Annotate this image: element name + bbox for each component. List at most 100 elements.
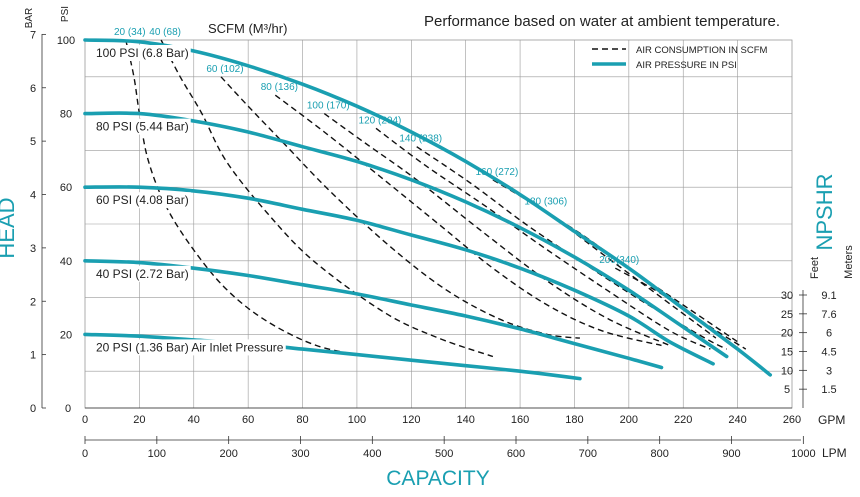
- lpm-tick-label: 400: [363, 448, 381, 460]
- gpm-unit-label: GPM: [818, 413, 845, 427]
- pressure-curve-label: 80 PSI (5.44 Bar): [96, 120, 189, 134]
- lpm-tick-label: 200: [219, 448, 237, 460]
- grid: [84, 39, 793, 409]
- gpm-tick-label: 120: [402, 414, 420, 426]
- gpm-tick-label: 240: [728, 414, 746, 426]
- bar-tick-label: 4: [30, 190, 36, 202]
- pressure-curve-label: 60 PSI (4.08 Bar): [96, 193, 189, 207]
- pressure-curves: [83, 38, 772, 381]
- bar-tick-label: 2: [30, 296, 36, 308]
- npshr-feet-label: 25: [781, 309, 793, 321]
- psi-unit-label: PSI: [60, 6, 71, 22]
- scfm-curve-label: 120 (204): [359, 115, 402, 126]
- air-consumption-curve: [274, 94, 662, 347]
- legend-air-consumption: AIR CONSUMPTION IN SCFM: [636, 45, 768, 56]
- air-consumption-curve: [416, 146, 728, 350]
- scfm-curve-label: 80 (136): [261, 82, 298, 93]
- gpm-tick-label: 0: [82, 414, 88, 426]
- bar-tick-label: 0: [30, 403, 36, 415]
- bar-tick-label: 5: [30, 136, 36, 148]
- scfm-curve-label: 100 (170): [307, 101, 350, 112]
- head-axis-title: HEAD: [0, 197, 19, 258]
- lpm-unit-label: LPM: [822, 446, 847, 460]
- scfm-curve-label: 180 (306): [524, 196, 567, 207]
- pressure-label-bg: [94, 192, 191, 209]
- lpm-tick-label: 500: [435, 448, 453, 460]
- bar-tick-label: 3: [30, 243, 36, 255]
- air-consumption-curve: [492, 179, 717, 339]
- gpm-tick-label: 200: [620, 414, 638, 426]
- bar-tick-label: 1: [30, 350, 36, 362]
- lpm-tick-label: 900: [722, 448, 740, 460]
- gpm-tick-label: 260: [783, 414, 801, 426]
- pressure-curve: [83, 185, 715, 366]
- pressure-curve: [83, 38, 772, 377]
- scfm-header: SCFM (M³/hr): [208, 21, 287, 36]
- legend-air-pressure: AIR PRESSURE IN PSI: [636, 60, 737, 71]
- lpm-tick-label: 800: [650, 448, 668, 460]
- gpm-tick-label: 20: [133, 414, 145, 426]
- gpm-tick-label: 100: [348, 414, 366, 426]
- npshr-meters-label: 4.5: [821, 347, 836, 359]
- npshr-meters-label: 7.6: [821, 309, 836, 321]
- meters-unit-label: Meters: [843, 245, 855, 279]
- pressure-label-bg: [94, 265, 191, 282]
- scfm-curve-label: 60 (102): [206, 64, 243, 75]
- pressure-curve: [83, 111, 729, 359]
- psi-tick-label: 60: [60, 182, 72, 194]
- lpm-tick-label: 300: [291, 448, 309, 460]
- psi-tick-label: 0: [65, 403, 71, 415]
- air-consumption-curve: [375, 127, 711, 350]
- lpm-tick-label: 0: [82, 448, 88, 460]
- lpm-tick-label: 700: [579, 448, 597, 460]
- air-consumption-curve: [125, 39, 368, 358]
- scfm-curve-label: 140 (238): [399, 134, 442, 145]
- capacity-axis-title: CAPACITY: [386, 467, 489, 490]
- scfm-curve-label: 200(340): [599, 255, 639, 266]
- pressure-curve-label: 40 PSI (2.72 Bar): [96, 267, 189, 281]
- pressure-label-bg: [94, 45, 191, 61]
- npshr-meters-label: 9.1: [821, 290, 836, 302]
- feet-unit-label: Feet: [809, 257, 821, 279]
- psi-tick-label: 20: [60, 329, 72, 341]
- npshr-meters-label: 1.5: [821, 384, 836, 396]
- scfm-curve-label: 20 (34): [114, 27, 146, 38]
- curve-labels: 20 (34) 40 (68) 60 (102) 80 (136) 100 (170) 1…: [94, 27, 639, 356]
- bar-unit-label: BAR: [24, 8, 35, 29]
- gpm-tick-label: 80: [296, 414, 308, 426]
- air-consumption-curve: [160, 39, 494, 358]
- gpm-tick-label: 140: [457, 414, 475, 426]
- npshr-meters-label: 6: [826, 328, 832, 340]
- bar-tick-label: 7: [30, 29, 36, 41]
- pressure-label-bg: [94, 339, 286, 356]
- lpm-tick-label: 100: [148, 448, 166, 460]
- scfm-curve-label: 160 (272): [475, 167, 518, 178]
- bar-tick-label: 6: [30, 83, 36, 95]
- pressure-curve-label: 100 PSI (6.8 Bar): [96, 46, 189, 60]
- pressure-curve-label: 20 PSI (1.36 Bar) Air Inlet Pressure: [96, 340, 284, 354]
- pressure-curve: [83, 332, 582, 381]
- gpm-tick-label: 180: [565, 414, 583, 426]
- psi-tick-label: 80: [60, 109, 72, 121]
- npshr-feet-label: 20: [781, 328, 793, 340]
- npshr-feet-label: 15: [781, 347, 793, 359]
- lpm-tick-label: 1000: [791, 448, 815, 460]
- scfm-curve-label: 40 (68): [149, 27, 181, 38]
- chart-title: Performance based on water at ambient te…: [424, 13, 780, 30]
- gpm-tick-label: 160: [511, 414, 529, 426]
- psi-tick-label: 40: [60, 256, 72, 268]
- pressure-label-bg: [94, 118, 191, 135]
- npshr-feet-label: 10: [781, 365, 793, 377]
- gpm-tick-label: 40: [188, 414, 200, 426]
- psi-tick-label: 100: [57, 35, 75, 47]
- gpm-tick-label: 220: [674, 414, 692, 426]
- npshr-axis-title: NPSHR: [812, 173, 837, 250]
- legend: AIR CONSUMPTION IN SCFM AIR PRESSURE IN …: [592, 45, 768, 71]
- npshr-feet-label: 5: [784, 384, 790, 396]
- npshr-meters-label: 3: [826, 365, 832, 377]
- lpm-tick-label: 600: [507, 448, 525, 460]
- air-consumption-curve: [323, 113, 670, 347]
- npshr-feet-label: 30: [781, 290, 793, 302]
